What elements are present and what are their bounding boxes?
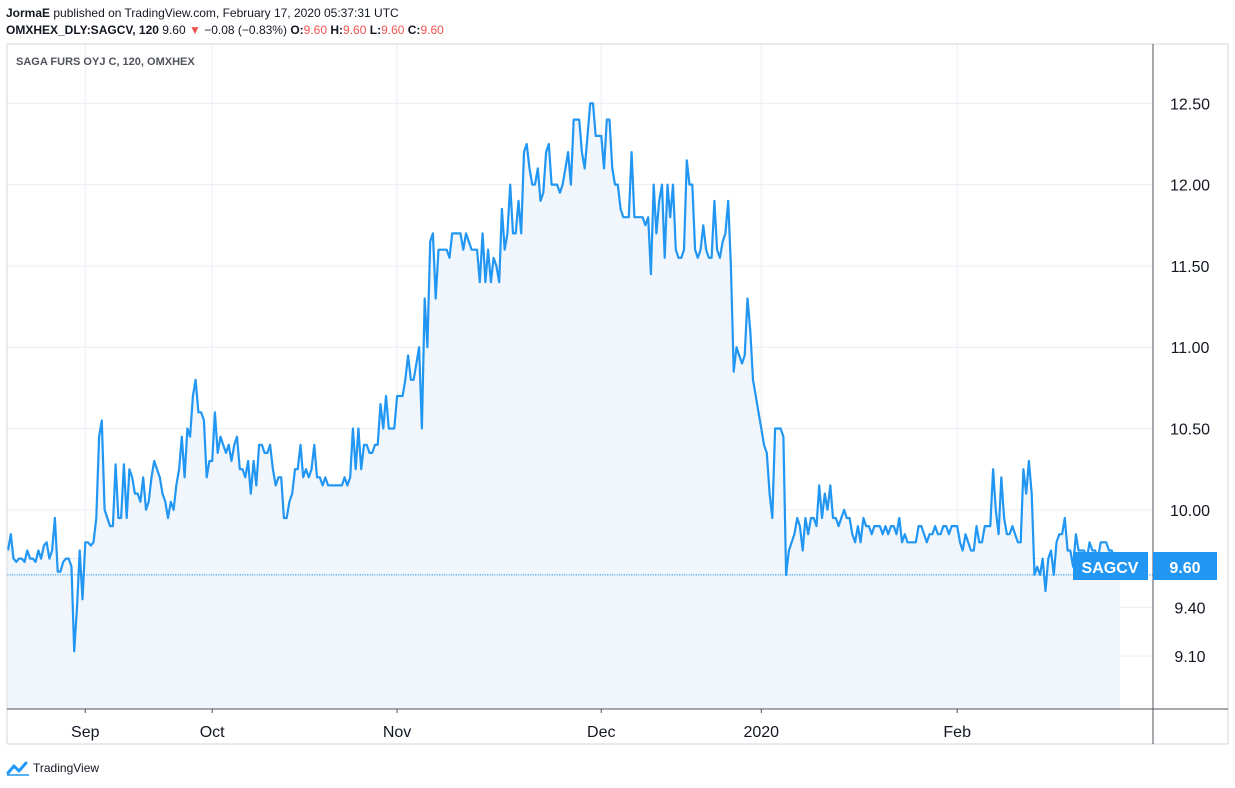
y-tick-label: 10.00	[1170, 503, 1210, 520]
x-tick-label: Feb	[943, 724, 971, 741]
y-tick-label: 9.40	[1174, 600, 1205, 617]
down-arrow-icon: ▼	[189, 23, 201, 37]
y-tick-label: 11.50	[1171, 259, 1210, 276]
y-tick-label: 10.50	[1170, 422, 1210, 439]
last-value: 9.60	[162, 23, 186, 37]
high-label: H:	[330, 23, 344, 37]
footer-brand[interactable]: TradingView	[6, 760, 99, 776]
last-price-tag	[1153, 552, 1217, 580]
x-tick-label: 2020	[743, 724, 779, 741]
tradingview-logo-icon	[6, 761, 29, 776]
change-value: −0.08 (−0.83%)	[204, 23, 287, 37]
symbol-tag-label: SAGCV	[1082, 560, 1139, 577]
symbol-tag	[1073, 552, 1148, 580]
chart-frame	[6, 43, 1229, 745]
author-name[interactable]: JormaE	[6, 6, 51, 20]
price-series-line	[6, 102, 1122, 653]
y-tick-label: 11.00	[1171, 340, 1210, 357]
y-tick-label: 12.50	[1170, 96, 1210, 113]
y-tick-label: 12.00	[1170, 178, 1210, 195]
close-value: 9.60	[420, 23, 444, 37]
last-price-tags: SAGCV 9.60	[1073, 552, 1217, 580]
low-value: 9.60	[381, 23, 405, 37]
y-tick-label: 9.10	[1174, 649, 1205, 666]
symbol-label: OMXHEX_DLY:SAGCV, 120	[6, 23, 159, 37]
x-tick-label: Nov	[383, 724, 411, 741]
low-label: L:	[369, 23, 382, 37]
open-value: 9.60	[303, 23, 328, 37]
last-price-tag-label: 9.60	[1169, 560, 1200, 577]
publish-line: JormaE published on TradingView.com, Feb…	[6, 6, 399, 20]
close-label: C:	[407, 23, 421, 37]
chart-title: SAGA FURS OYJ C, 120, OMXHEX	[16, 56, 195, 68]
x-tick-label: Sep	[71, 724, 100, 741]
price-area-fill	[8, 103, 1120, 710]
symbol-legend: OMXHEX_DLY:SAGCV, 120 9.60 ▼ −0.08 (−0.8…	[6, 23, 444, 37]
x-tick-label: Dec	[587, 724, 615, 741]
x-tick-label: Oct	[200, 724, 225, 741]
publish-info: published on TradingView.com, February 1…	[53, 6, 399, 20]
brand-name: TradingView	[33, 761, 100, 775]
open-label: O:	[290, 23, 304, 37]
high-value: 9.60	[343, 23, 367, 37]
y-axis: 9.109.409.7010.0010.5011.0011.5012.0012.…	[1170, 96, 1210, 666]
x-axis: Sep Oct Nov Dec 2020 Feb	[71, 709, 971, 741]
